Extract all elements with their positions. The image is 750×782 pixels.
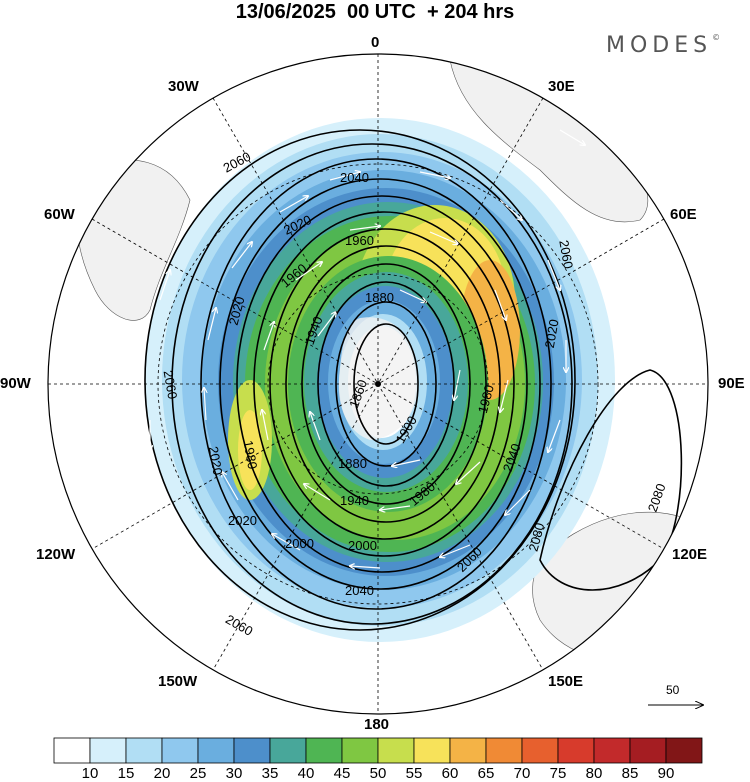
- contour-label: 2060: [556, 239, 576, 270]
- wind-speed-shading: [145, 118, 615, 642]
- colorbar-swatch: [557, 737, 595, 764]
- contour-label: 1980: [475, 383, 497, 415]
- lon-label-30e: 30E: [548, 78, 575, 95]
- colorbar-tick-label: 85: [621, 765, 639, 782]
- colorbar-tick-label: 65: [477, 765, 495, 782]
- contour-label: 2000: [285, 536, 314, 551]
- contour-label: 2060: [161, 369, 181, 400]
- colorbar-swatch: [593, 737, 631, 764]
- modes-logo: MODES©: [606, 33, 721, 58]
- colorbar-swatch: [89, 737, 127, 764]
- contour-label: 2040: [345, 583, 374, 598]
- colorbar-swatch: [53, 737, 91, 764]
- colorbar-swatch: [341, 737, 379, 764]
- south-pole-marker: [375, 381, 381, 387]
- chart-title: 13/06/2025 00 UTC + 204 hrs: [235, 1, 515, 23]
- wind-vectors: [150, 108, 585, 646]
- colorbar-tick-label: 50: [369, 765, 387, 782]
- lon-label-180: 180: [364, 716, 390, 733]
- colorbar-swatch: [161, 737, 199, 764]
- colorbar-tick-label: 60: [441, 765, 459, 782]
- colorbar-swatch: [377, 737, 415, 764]
- lon-label-120w: 120W: [36, 546, 76, 563]
- colorbar-swatch: [449, 737, 487, 764]
- contour-label: 1960: [345, 233, 374, 248]
- lon-label-150e: 150E: [548, 673, 584, 690]
- contour-label: 2040: [340, 170, 369, 185]
- lon-label-0: 0: [371, 34, 380, 51]
- contour-label: 2020: [228, 513, 257, 528]
- colorbar-swatch: [125, 737, 163, 764]
- colorbar-tick-label: 30: [225, 765, 243, 782]
- colorbar-swatch: [233, 737, 271, 764]
- colorbar-tick-label: 45: [333, 765, 351, 782]
- lon-label-90w: 90W: [0, 375, 31, 392]
- colorbar-tick-label: 70: [513, 765, 531, 782]
- colorbar-tick-label: 55: [405, 765, 423, 782]
- colorbar-swatch: [305, 737, 343, 764]
- contour-label: 2020: [226, 295, 248, 327]
- contour-label: 2080: [525, 521, 547, 553]
- lon-label-90e: 90E: [718, 375, 745, 392]
- contour-label: 2020: [542, 318, 562, 349]
- contour-label: 1940: [340, 493, 369, 508]
- colorbar-tick-label: 20: [153, 765, 171, 782]
- colorbar-tick-label: 15: [117, 765, 135, 782]
- contour-label: 2000: [348, 538, 377, 553]
- contour-2080: [539, 369, 683, 591]
- colorbar-tick-label: 25: [189, 765, 207, 782]
- lon-label-60e: 60E: [670, 206, 697, 223]
- colorbar-swatch: [485, 737, 523, 764]
- colorbar-swatch: [269, 737, 307, 764]
- colorbar: [53, 737, 703, 764]
- colorbar-tick-label: 10: [81, 765, 99, 782]
- colorbar-swatch: [197, 737, 235, 764]
- colorbar-tick-label: 80: [585, 765, 603, 782]
- colorbar-tick-label: 35: [261, 765, 279, 782]
- land-south-america: [76, 159, 191, 321]
- colorbar-swatch: [521, 737, 559, 764]
- colorbar-swatch: [413, 737, 451, 764]
- contour-label: 1880: [365, 290, 394, 305]
- colorbar-swatch: [629, 737, 667, 764]
- lon-label-60w: 60W: [44, 206, 75, 223]
- contour-label: 2020: [206, 445, 226, 476]
- vector-scale-label: 50: [666, 683, 680, 697]
- colorbar-tick-label: 75: [549, 765, 567, 782]
- colorbar-swatch: [665, 737, 703, 764]
- contour-label: 1980: [241, 439, 261, 470]
- lon-label-30w: 30W: [168, 78, 199, 95]
- lon-label-150w: 150W: [158, 673, 198, 690]
- colorbar-tick-label: 90: [657, 765, 675, 782]
- colorbar-tick-label: 40: [297, 765, 315, 782]
- lon-label-120e: 120E: [672, 546, 708, 563]
- contour-label: 1880: [338, 456, 367, 471]
